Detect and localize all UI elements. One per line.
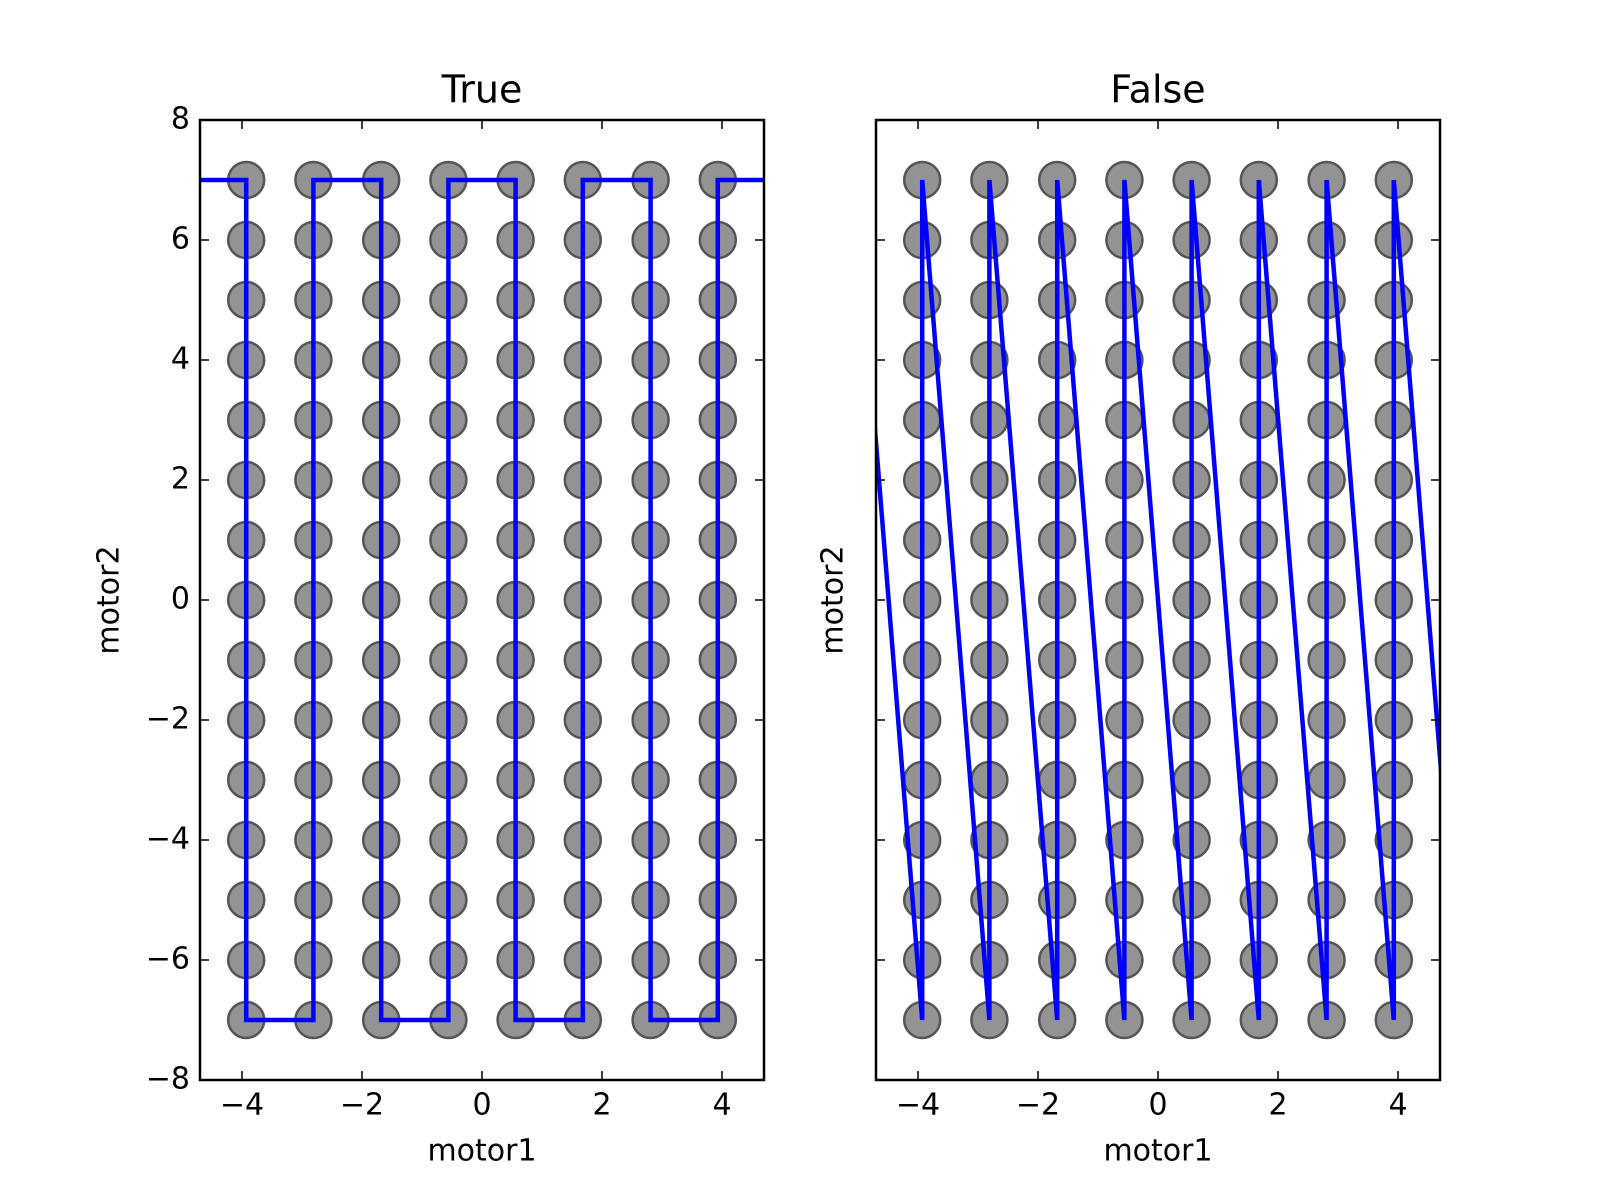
y-tick-label: 6 (171, 222, 190, 257)
x-tick-label: 4 (1388, 1088, 1407, 1123)
chart-title: True (441, 68, 523, 112)
x-tick-label: −2 (1016, 1088, 1060, 1123)
chart-title: False (1110, 68, 1205, 112)
x-tick-label: 0 (472, 1088, 491, 1123)
y-tick-label: 0 (171, 582, 190, 617)
trajectory-line (200, 177, 764, 1023)
y-axis-label: motor2 (816, 545, 851, 654)
x-tick-label: −4 (896, 1088, 940, 1123)
y-tick-label: 4 (171, 342, 190, 377)
x-tick-label: 4 (712, 1088, 731, 1123)
trajectory-line (876, 179, 1440, 1021)
y-tick-label: −6 (146, 942, 190, 977)
y-tick-label: 2 (171, 462, 190, 497)
y-axis-label: motor2 (92, 545, 127, 654)
x-axis-label: motor1 (427, 1134, 536, 1169)
x-tick-label: 2 (1268, 1088, 1287, 1123)
axes-frame (198, 118, 766, 1082)
y-tick-label: −4 (146, 822, 190, 857)
y-tick-label: −8 (146, 1062, 190, 1097)
x-tick-label: 2 (592, 1088, 611, 1123)
y-tick-label: −2 (146, 702, 190, 737)
x-tick-label: 0 (1148, 1088, 1167, 1123)
plot-area (200, 160, 764, 1040)
x-axis-label: motor1 (1103, 1134, 1212, 1169)
x-tick-label: −4 (220, 1088, 264, 1123)
plot-area (876, 160, 1440, 1040)
x-tick-label: −2 (340, 1088, 384, 1123)
y-tick-label: 8 (171, 102, 190, 137)
